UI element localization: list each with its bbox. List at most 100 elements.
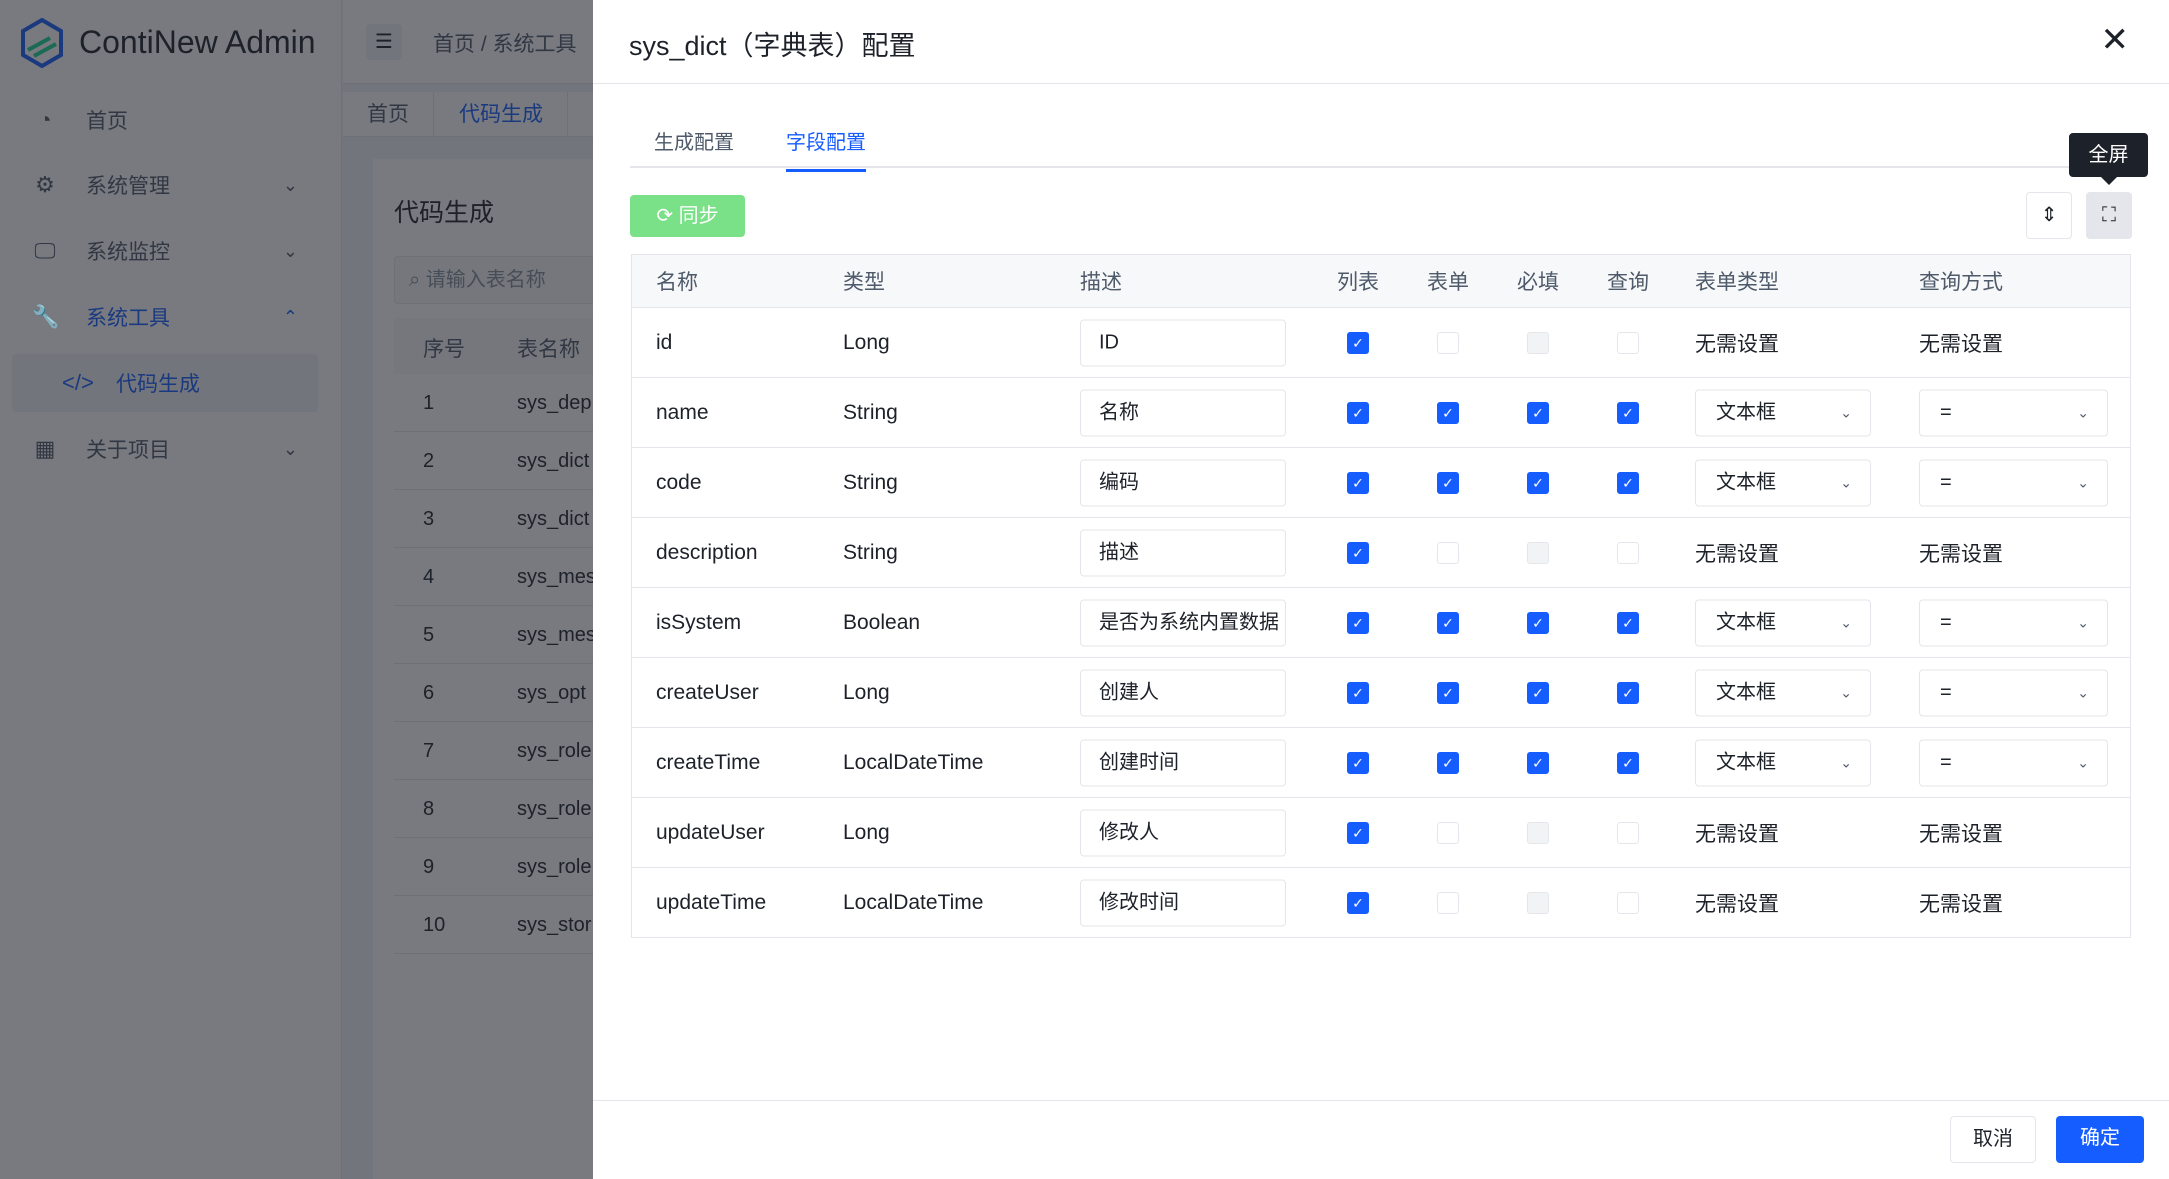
codegen-card: 代码生成 ⌕ 请输入表名称 序号 表名称 1 sys_dep 2 sys_dict 3 s… — [373, 159, 593, 1179]
checkbox-form[interactable]: ✓ — [1437, 751, 1459, 774]
checkbox-form[interactable] — [1437, 821, 1459, 844]
sidebar-item[interactable]: ◔ 首页 — [12, 91, 318, 149]
chevron-down-icon: ⌄ — [282, 240, 298, 261]
field-description-input[interactable]: 编码 — [1080, 459, 1286, 506]
collapse-menu-button[interactable]: ☰ — [366, 24, 402, 60]
checkbox-required[interactable]: ✓ — [1527, 611, 1549, 634]
form-type-none: 无需设置 — [1695, 332, 1779, 356]
form-type-select[interactable]: 文本框 ⌄ — [1695, 599, 1871, 646]
tab-generate-config[interactable]: 生成配置 — [654, 132, 734, 154]
tab-field-config[interactable]: 字段配置 — [786, 126, 866, 172]
checkbox-list[interactable]: ✓ — [1347, 541, 1369, 564]
table-row[interactable]: 1 sys_dep — [394, 374, 593, 432]
row-table-name: sys_opt — [517, 682, 586, 704]
checkbox-query[interactable] — [1617, 821, 1639, 844]
checkbox-form[interactable]: ✓ — [1437, 471, 1459, 494]
page-tab-home[interactable]: 首页 — [343, 92, 434, 136]
row-height-button[interactable]: ⇕ — [2026, 192, 2072, 239]
query-type-select[interactable]: = ⌄ — [1919, 389, 2108, 436]
close-icon[interactable]: ✕ — [2100, 21, 2130, 59]
checkbox-form[interactable]: ✓ — [1437, 681, 1459, 704]
form-type-select[interactable]: 文本框 ⌄ — [1695, 459, 1871, 506]
field-description-input[interactable]: 名称 — [1080, 389, 1286, 436]
gear-icon: ⚙ — [35, 172, 55, 197]
table-row[interactable]: 2 sys_dict — [394, 432, 593, 490]
checkbox-query[interactable]: ✓ — [1617, 681, 1639, 704]
checkbox-form[interactable] — [1437, 331, 1459, 354]
row-index: 10 — [423, 914, 446, 936]
field-description-input[interactable]: ID — [1080, 319, 1286, 366]
checkbox-query[interactable]: ✓ — [1617, 611, 1639, 634]
query-type-select[interactable]: = ⌄ — [1919, 599, 2108, 646]
table-row[interactable]: 4 sys_mes — [394, 548, 593, 606]
checkbox-required[interactable]: ✓ — [1527, 751, 1549, 774]
sync-button[interactable]: ⟳ 同步 — [630, 195, 745, 237]
sidebar-item[interactable]: </> 代码生成 — [12, 354, 318, 412]
table-row[interactable]: 8 sys_role — [394, 780, 593, 838]
cancel-button[interactable]: 取消 — [1950, 1116, 2036, 1163]
field-description-input[interactable]: 创建时间 — [1080, 739, 1286, 786]
checkbox-list[interactable]: ✓ — [1347, 331, 1369, 354]
config-tabs: 生成配置 字段配置 — [630, 120, 2132, 172]
code-icon: </> — [62, 370, 94, 395]
checkbox-query[interactable] — [1617, 541, 1639, 564]
checkbox-list[interactable]: ✓ — [1347, 471, 1369, 494]
table-row[interactable]: 10 sys_stor — [394, 896, 593, 954]
checkbox-form[interactable]: ✓ — [1437, 401, 1459, 424]
form-type-select[interactable]: 文本框 ⌄ — [1695, 669, 1871, 716]
checkbox-form[interactable] — [1437, 891, 1459, 914]
checkbox-required[interactable]: ✓ — [1527, 681, 1549, 704]
checkbox-query[interactable]: ✓ — [1617, 751, 1639, 774]
row-index: 4 — [423, 566, 435, 588]
checkbox-list[interactable]: ✓ — [1347, 891, 1369, 914]
drawer-footer — [593, 1100, 2169, 1101]
checkbox-query[interactable] — [1617, 331, 1639, 354]
logo-icon — [21, 18, 63, 68]
chevron-down-icon: ⌄ — [1840, 614, 1852, 630]
form-type-select[interactable]: 文本框 ⌄ — [1695, 739, 1871, 786]
checkbox-list[interactable]: ✓ — [1347, 681, 1369, 704]
sidebar-item[interactable]: ⚙ 系统管理 ⌄ — [12, 156, 318, 214]
form-type-select[interactable]: 文本框 ⌄ — [1695, 389, 1871, 436]
row-table-name: sys_role — [517, 856, 592, 878]
page-tab-codegen[interactable]: 代码生成 — [435, 92, 568, 136]
col-header: 序号 — [423, 338, 465, 361]
table-row[interactable]: 6 sys_opt — [394, 664, 593, 722]
table-header: 名称 类型 描述 列表 表单 必填 查询 表单类型 查询方式 — [632, 255, 2130, 308]
form-type-none: 无需设置 — [1695, 822, 1779, 846]
checkbox-query[interactable]: ✓ — [1617, 471, 1639, 494]
query-type-select[interactable]: = ⌄ — [1919, 459, 2108, 506]
query-type-select[interactable]: = ⌄ — [1919, 669, 2108, 716]
field-description-input[interactable]: 修改时间 — [1080, 879, 1286, 926]
checkbox-list[interactable]: ✓ — [1347, 751, 1369, 774]
sidebar-item[interactable]: 🔧 系统工具 ⌃ — [12, 288, 318, 346]
query-type-select[interactable]: = ⌄ — [1919, 739, 2108, 786]
checkbox-list[interactable]: ✓ — [1347, 401, 1369, 424]
drawer-header: sys_dict（字典表）配置 ✕ — [593, 0, 2169, 84]
table-search-input[interactable]: ⌕ 请输入表名称 — [394, 256, 593, 304]
chevron-down-icon: ⌄ — [1840, 474, 1852, 490]
checkbox-required[interactable]: ✓ — [1527, 401, 1549, 424]
query-type-none: 无需设置 — [1919, 822, 2003, 846]
table-row[interactable]: 7 sys_role — [394, 722, 593, 780]
table-row[interactable]: 9 sys_role — [394, 838, 593, 896]
sidebar-item[interactable]: ▦ 关于项目 ⌄ — [12, 420, 318, 478]
checkbox-list[interactable]: ✓ — [1347, 611, 1369, 634]
col-header: 表名称 — [517, 338, 580, 361]
field-name: name — [656, 400, 709, 424]
table-row[interactable]: 5 sys_mes — [394, 606, 593, 664]
checkbox-query[interactable] — [1617, 891, 1639, 914]
table-row[interactable]: 3 sys_dict — [394, 490, 593, 548]
sidebar-item[interactable]: 🖵 系统监控 ⌄ — [12, 222, 318, 280]
confirm-button[interactable]: 确定 — [2056, 1116, 2144, 1163]
fullscreen-button[interactable]: ⛶ — [2086, 192, 2132, 239]
field-description-input[interactable]: 是否为系统内置数据 — [1080, 599, 1286, 646]
field-description-input[interactable]: 创建人 — [1080, 669, 1286, 716]
checkbox-query[interactable]: ✓ — [1617, 401, 1639, 424]
checkbox-form[interactable]: ✓ — [1437, 611, 1459, 634]
checkbox-required[interactable]: ✓ — [1527, 471, 1549, 494]
field-description-input[interactable]: 描述 — [1080, 529, 1286, 576]
field-description-input[interactable]: 修改人 — [1080, 809, 1286, 856]
checkbox-form[interactable] — [1437, 541, 1459, 564]
checkbox-list[interactable]: ✓ — [1347, 821, 1369, 844]
